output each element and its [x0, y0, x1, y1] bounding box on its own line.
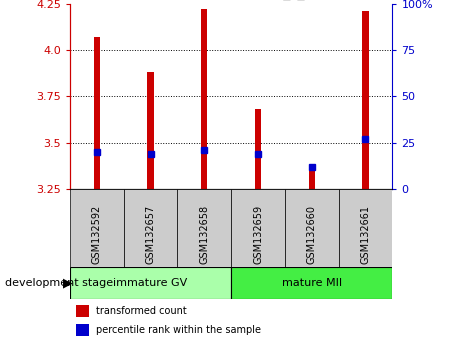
Text: ▶: ▶ — [63, 277, 73, 290]
Text: mature MII: mature MII — [282, 278, 342, 288]
Bar — [70, 189, 124, 267]
Bar — [93, 37, 100, 189]
Bar — [231, 189, 285, 267]
Bar — [147, 72, 154, 189]
Bar — [76, 324, 89, 336]
Bar — [177, 189, 231, 267]
Text: GSM132592: GSM132592 — [92, 205, 102, 264]
Bar — [124, 189, 177, 267]
Text: GSM132658: GSM132658 — [199, 205, 209, 264]
Text: GSM132661: GSM132661 — [360, 205, 371, 264]
Text: GSM132657: GSM132657 — [146, 205, 156, 264]
Text: GSM132659: GSM132659 — [253, 205, 263, 264]
Bar — [362, 11, 369, 189]
Bar — [308, 171, 315, 189]
Bar — [201, 9, 207, 189]
Bar — [339, 189, 392, 267]
Bar — [285, 189, 339, 267]
Text: development stage: development stage — [5, 278, 113, 288]
Bar — [70, 267, 231, 299]
Text: GSM132660: GSM132660 — [307, 205, 317, 264]
Bar — [76, 305, 89, 318]
Text: percentile rank within the sample: percentile rank within the sample — [96, 325, 261, 335]
Bar — [255, 109, 261, 189]
Bar — [231, 267, 392, 299]
Text: transformed count: transformed count — [96, 306, 186, 316]
Text: immature GV: immature GV — [113, 278, 188, 288]
